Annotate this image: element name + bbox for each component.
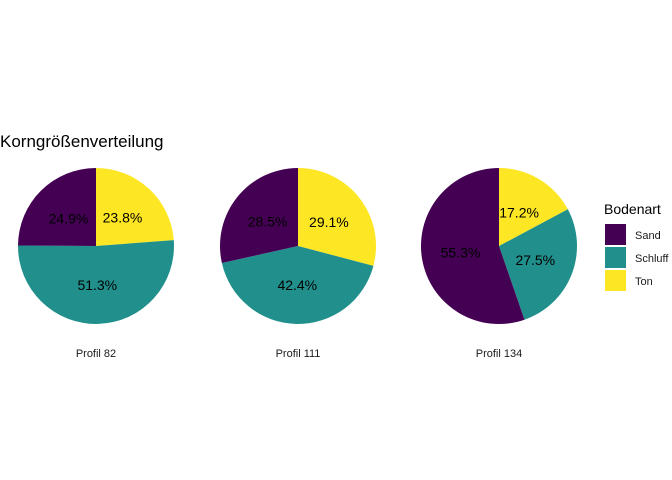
legend-label-ton: Ton [635,276,653,288]
pie-value-label-profil-111-ton: 29.1% [309,214,349,230]
legend-key-ton [605,270,626,291]
pie-label-profil-82: Profil 82 [76,348,116,360]
pie-slice-profil-134-schluff [499,209,577,320]
pie-value-label-profil-82-sand: 24.9% [49,210,89,226]
chart-title: Korngrößenverteilung [0,132,163,151]
pie-label-profil-134: Profil 134 [476,348,522,360]
legend-title: Bodenart [604,201,661,217]
pie-slice-profil-82-sand [18,168,96,246]
pie-value-label-profil-82-ton: 23.8% [103,209,143,225]
legend: Bodenart Sand Schluff Ton [604,201,669,291]
legend-key-schluff [605,247,626,268]
pie-slice-profil-134-ton [499,168,568,246]
pie-value-label-profil-111-schluff: 42.4% [277,277,317,293]
pie-slice-profil-111-ton [298,168,377,266]
pie-slice-profil-82-ton [96,168,174,246]
pie-label-profil-111: Profil 111 [276,348,321,360]
pie-slice-profil-82-schluff [17,240,174,324]
pie-value-label-profil-134-schluff: 27.5% [515,252,555,268]
legend-label-sand: Sand [635,230,661,242]
pie-value-label-profil-134-sand: 55.3% [441,245,481,261]
pie-slice-profil-111-sand [220,168,298,264]
pie-value-label-profil-134-ton: 17.2% [499,205,539,221]
pie-value-label-profil-82-schluff: 51.3% [77,277,117,293]
legend-key-sand [605,224,626,245]
pie-slice-profil-134-sand [420,168,525,324]
pie-slice-profil-111-schluff [221,246,374,325]
legend-label-schluff: Schluff [635,253,669,265]
pie-value-label-profil-111-sand: 28.5% [248,214,288,230]
pies-group: 23.8% 51.3% 24.9% Profil 82 29.1% 42.4% 28.5% P… [17,168,577,360]
